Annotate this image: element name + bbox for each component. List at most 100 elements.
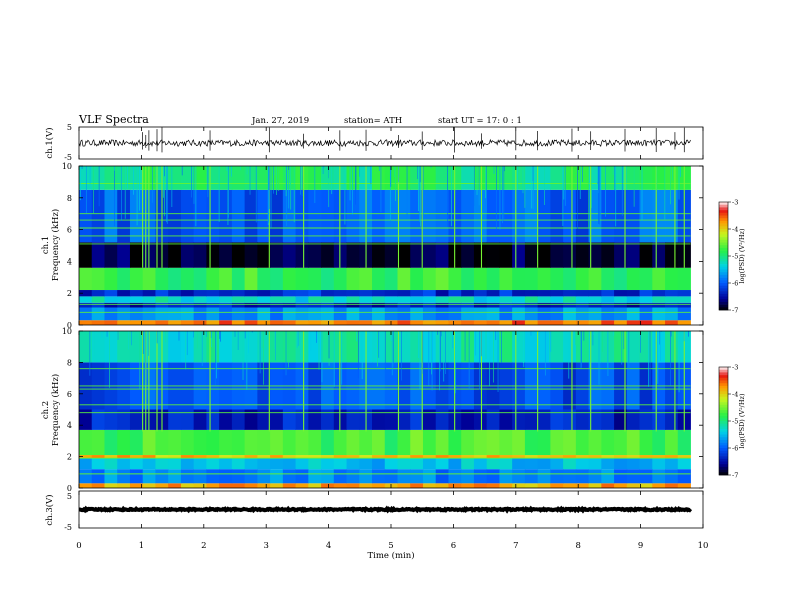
colorbar-step bbox=[719, 461, 728, 465]
band-7-cell bbox=[308, 189, 322, 243]
ytick-label: 8 bbox=[67, 194, 72, 203]
band-6-cell bbox=[512, 242, 526, 268]
band-0-cell bbox=[104, 483, 118, 488]
band-1-cell bbox=[524, 469, 539, 484]
band-8-cell bbox=[626, 166, 640, 190]
band-1-cell bbox=[180, 469, 195, 484]
ytick-label: 8 bbox=[67, 358, 72, 367]
band-0-cell bbox=[206, 320, 220, 325]
band-5-cell bbox=[193, 409, 207, 430]
band-3-cell bbox=[563, 455, 577, 459]
band-2-cell bbox=[639, 458, 653, 470]
band-2-cell bbox=[129, 302, 144, 308]
band-3-cell bbox=[91, 455, 105, 459]
colorbar-step bbox=[719, 394, 728, 397]
band-5-cell bbox=[91, 267, 105, 291]
band-2-cell bbox=[512, 458, 526, 470]
band-5-cell bbox=[499, 409, 513, 430]
band-5-cell bbox=[524, 409, 539, 430]
band-7-cell bbox=[410, 189, 424, 243]
colorbar-step bbox=[719, 258, 728, 262]
band-4-cell bbox=[321, 429, 335, 456]
band-3-cell bbox=[601, 455, 615, 459]
band-7-cell bbox=[601, 189, 615, 243]
colorbar-step bbox=[719, 293, 728, 297]
colorbar-step bbox=[719, 269, 728, 273]
colorbar-step bbox=[719, 261, 728, 265]
band-4-cell bbox=[677, 429, 691, 456]
band-7-cell bbox=[168, 331, 182, 363]
band-5-cell bbox=[104, 267, 118, 291]
band-0-cell bbox=[231, 320, 246, 325]
band-3-cell bbox=[359, 455, 373, 459]
ytick-label: 2 bbox=[67, 289, 72, 298]
band-4-cell bbox=[129, 429, 144, 456]
colorbar-step bbox=[719, 218, 728, 222]
colorbar-step bbox=[719, 415, 728, 419]
band-1-cell bbox=[512, 307, 526, 321]
band-1-cell bbox=[384, 307, 398, 321]
band-3-cell bbox=[104, 455, 118, 459]
band-7-cell bbox=[91, 189, 105, 243]
band-3-cell bbox=[308, 455, 322, 459]
band-1-cell bbox=[79, 307, 93, 321]
band-7-cell bbox=[422, 331, 437, 363]
band-3-cell bbox=[486, 455, 500, 459]
band-4-cell bbox=[79, 290, 93, 297]
band-4-cell bbox=[180, 429, 195, 456]
band-8-cell bbox=[91, 166, 105, 190]
band-6-cell bbox=[270, 242, 284, 268]
band-3-cell bbox=[346, 455, 360, 459]
band-4-cell bbox=[231, 429, 246, 456]
band-0-cell bbox=[117, 320, 131, 325]
band-5-cell bbox=[473, 267, 488, 291]
band-5-cell bbox=[180, 267, 195, 291]
band-4-cell bbox=[435, 429, 449, 456]
band-1-cell bbox=[614, 469, 628, 484]
band-4-cell bbox=[257, 429, 271, 456]
band-2-cell bbox=[282, 302, 296, 308]
band-1-cell bbox=[142, 307, 156, 321]
colorbar-step bbox=[719, 383, 728, 387]
band-4-cell bbox=[461, 290, 475, 297]
colorbar-step bbox=[719, 242, 728, 246]
band-1-cell bbox=[346, 307, 360, 321]
band-5-cell bbox=[626, 409, 640, 430]
colorbar-step bbox=[719, 247, 728, 251]
colorbar-step bbox=[719, 266, 728, 270]
band-0-cell bbox=[588, 320, 602, 325]
band-4-cell bbox=[333, 429, 347, 456]
band-0-cell bbox=[193, 320, 207, 325]
band-0-cell bbox=[91, 320, 105, 325]
band-4-cell bbox=[473, 429, 488, 456]
band-5-cell bbox=[142, 267, 156, 291]
colorbar-step bbox=[719, 448, 728, 451]
colorbar-tick-label: -6 bbox=[732, 445, 738, 453]
band-4-cell bbox=[308, 429, 322, 456]
colorbar-step bbox=[719, 439, 728, 443]
band-5-cell bbox=[563, 267, 577, 291]
band-7-cell bbox=[626, 331, 640, 363]
ch3-ytick-bottom: -5 bbox=[64, 523, 72, 532]
date-label: Jan. 27, 2019 bbox=[251, 116, 309, 126]
band-7-cell bbox=[346, 189, 360, 243]
colorbar-step bbox=[719, 250, 728, 254]
band-7-cell bbox=[270, 189, 284, 243]
band-0-cell bbox=[435, 483, 449, 488]
band-4-cell bbox=[575, 290, 589, 297]
xtick-label: 1 bbox=[139, 541, 144, 551]
band-4-cell bbox=[486, 290, 500, 297]
band-4-cell bbox=[537, 429, 551, 456]
band-4-cell bbox=[422, 429, 437, 456]
band-5-cell bbox=[384, 267, 398, 291]
colorbar-step bbox=[719, 431, 728, 435]
band-7-cell bbox=[550, 331, 564, 363]
band-4-cell bbox=[639, 429, 653, 456]
band-3-cell bbox=[614, 296, 628, 303]
xtick-label: 5 bbox=[388, 541, 393, 551]
band-4-cell bbox=[359, 429, 373, 456]
band-3-cell bbox=[270, 455, 284, 459]
band-7-cell bbox=[639, 189, 653, 243]
band-1-cell bbox=[117, 469, 131, 484]
band-0-cell bbox=[639, 320, 653, 325]
